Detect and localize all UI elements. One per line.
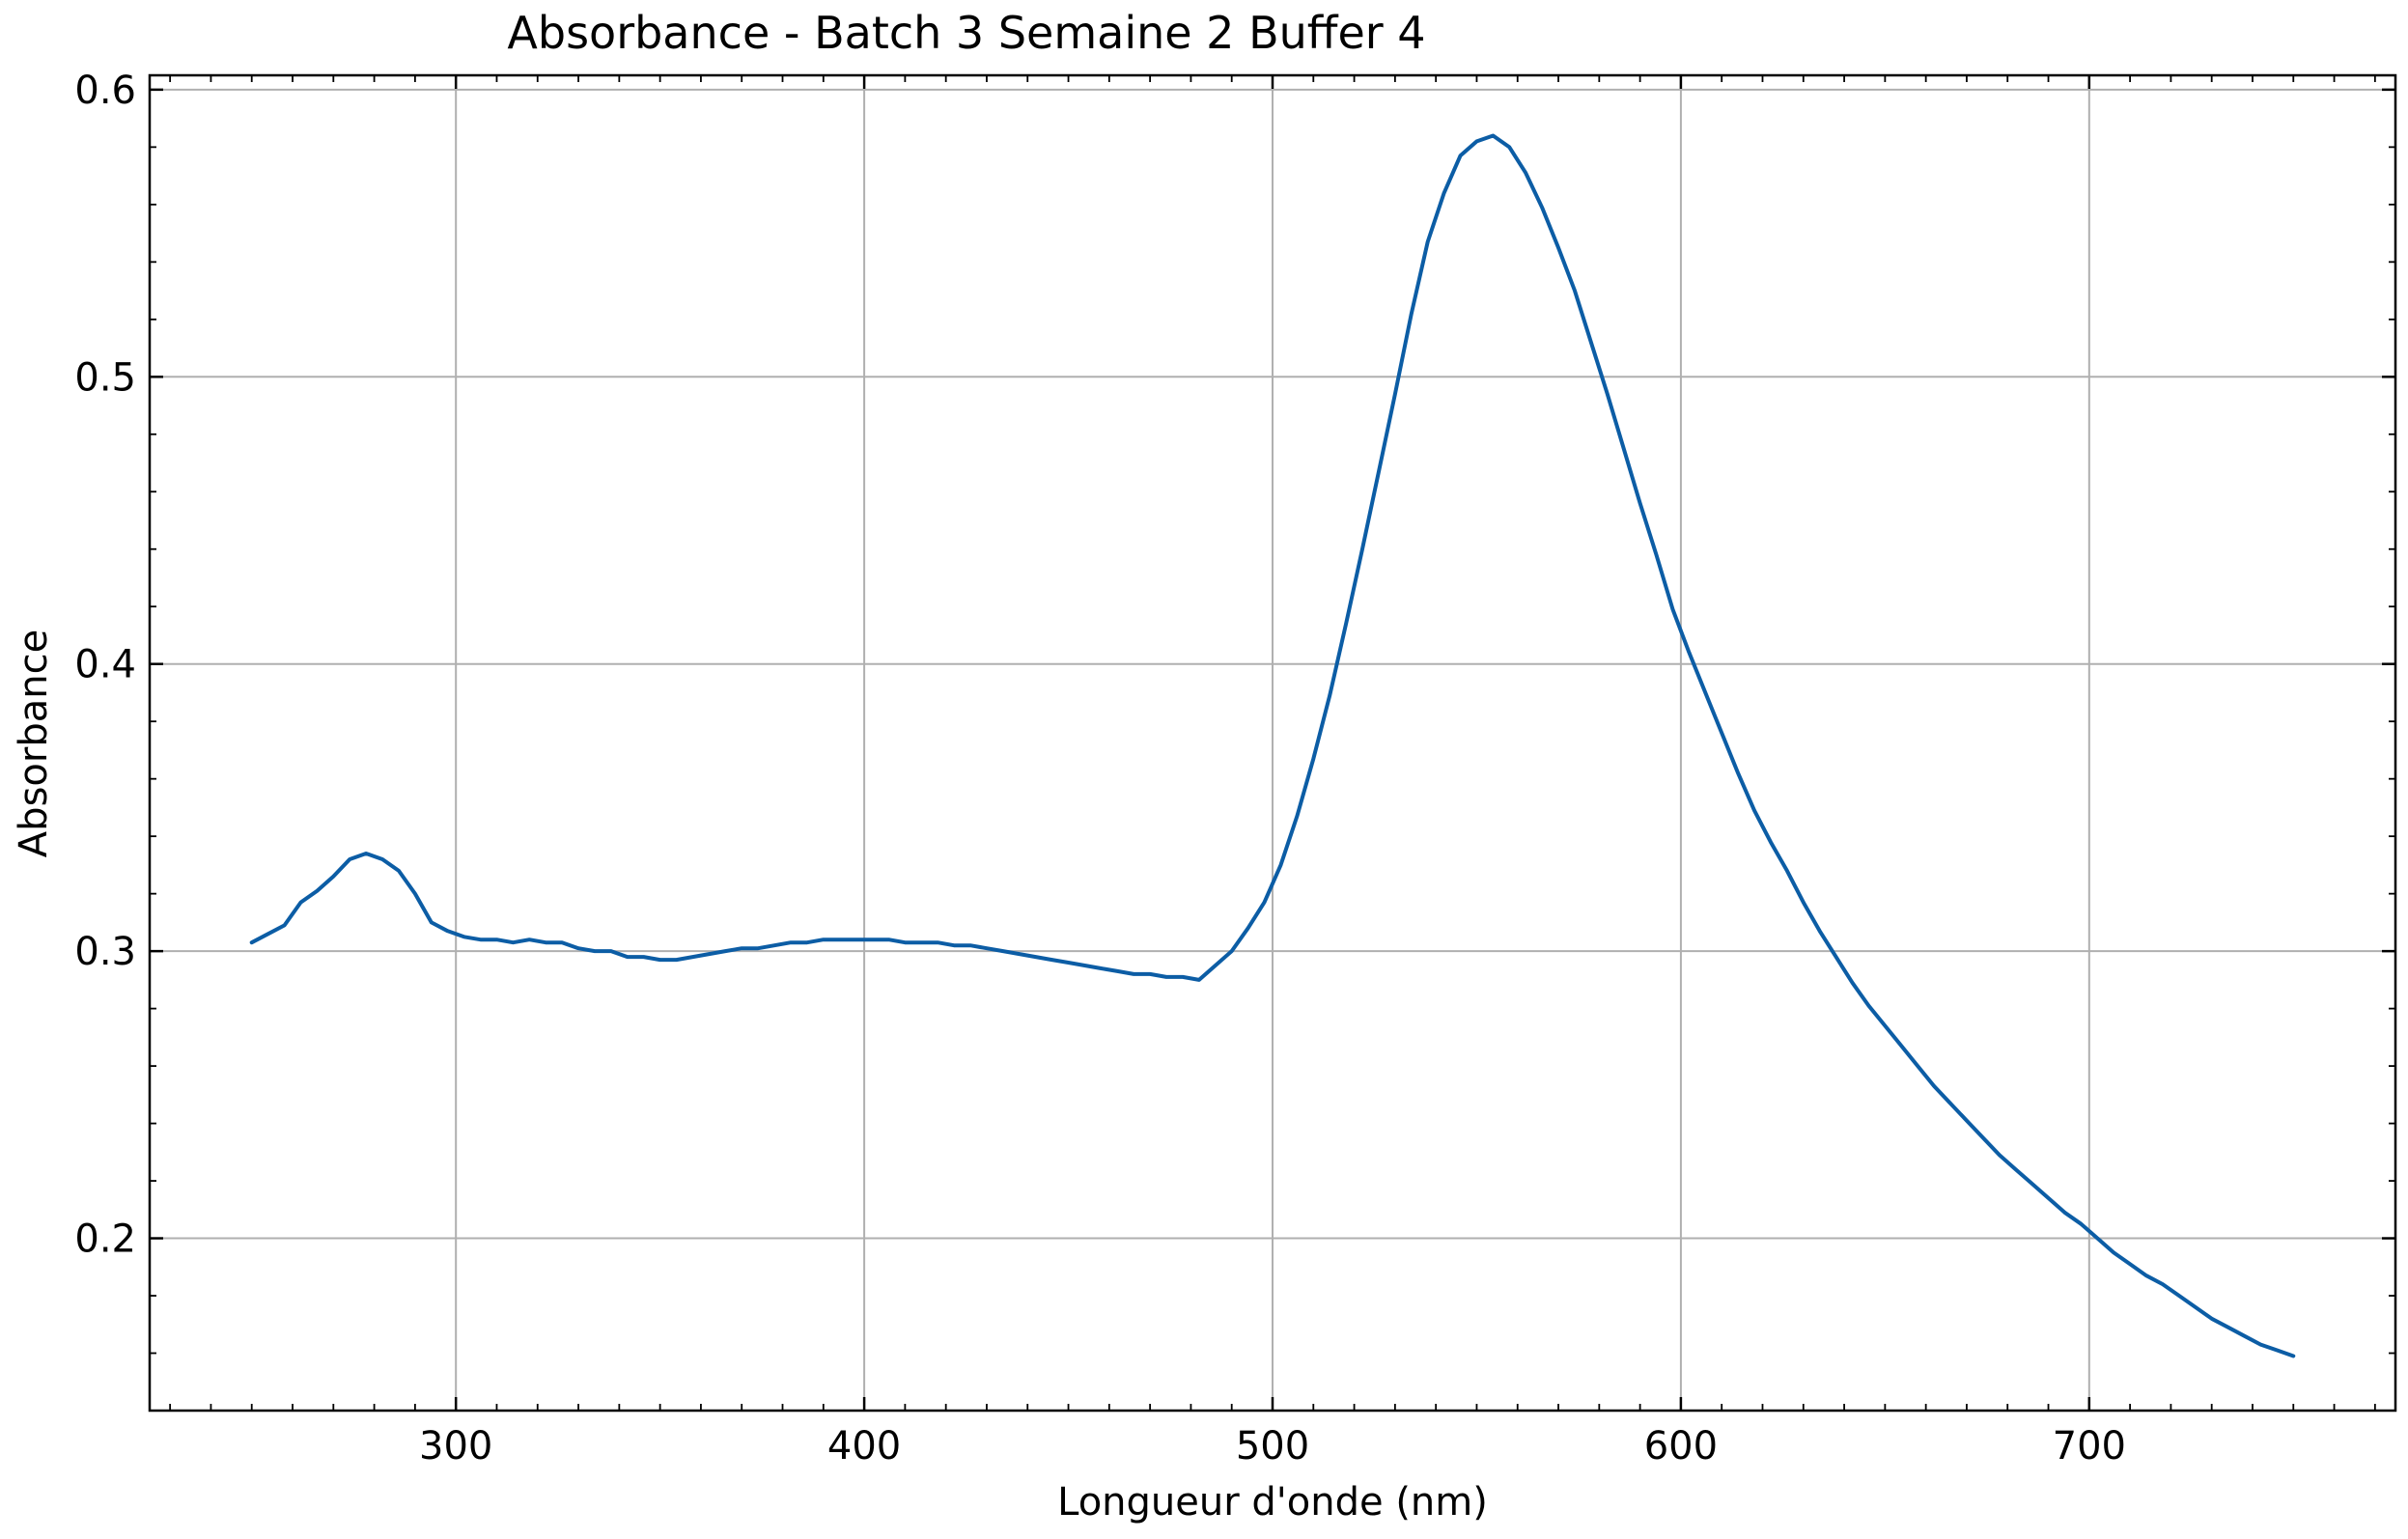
x-axis-label: Longueur d'onde (nm): [1057, 1480, 1488, 1525]
chart-title: Absorbance - Batch 3 Semaine 2 Buffer 4: [507, 7, 1425, 59]
x-tick-label: 500: [1236, 1424, 1309, 1469]
y-tick-label: 0.5: [74, 355, 136, 400]
absorbance-series-line: [249, 133, 2296, 1358]
y-tick-label: 0.6: [74, 69, 136, 113]
x-tick-label: 300: [419, 1424, 492, 1469]
y-tick-label: 0.2: [74, 1217, 136, 1262]
y-axis-label: Absorbance: [12, 630, 56, 857]
y-tick-label: 0.4: [74, 643, 136, 687]
grid-lines: [150, 75, 2395, 1411]
x-tick-label: 600: [1644, 1424, 1718, 1469]
plot-frame: [148, 73, 2397, 1413]
x-tick-labels: 300 400 500 600 700: [419, 1424, 2126, 1469]
x-tick-label: 400: [827, 1424, 901, 1469]
x-tick-label: 700: [2053, 1424, 2126, 1469]
y-tick-label: 0.3: [74, 930, 136, 974]
y-tick-labels: 0.2 0.3 0.4 0.5 0.6: [74, 69, 136, 1262]
major-ticks: [150, 75, 2395, 1411]
